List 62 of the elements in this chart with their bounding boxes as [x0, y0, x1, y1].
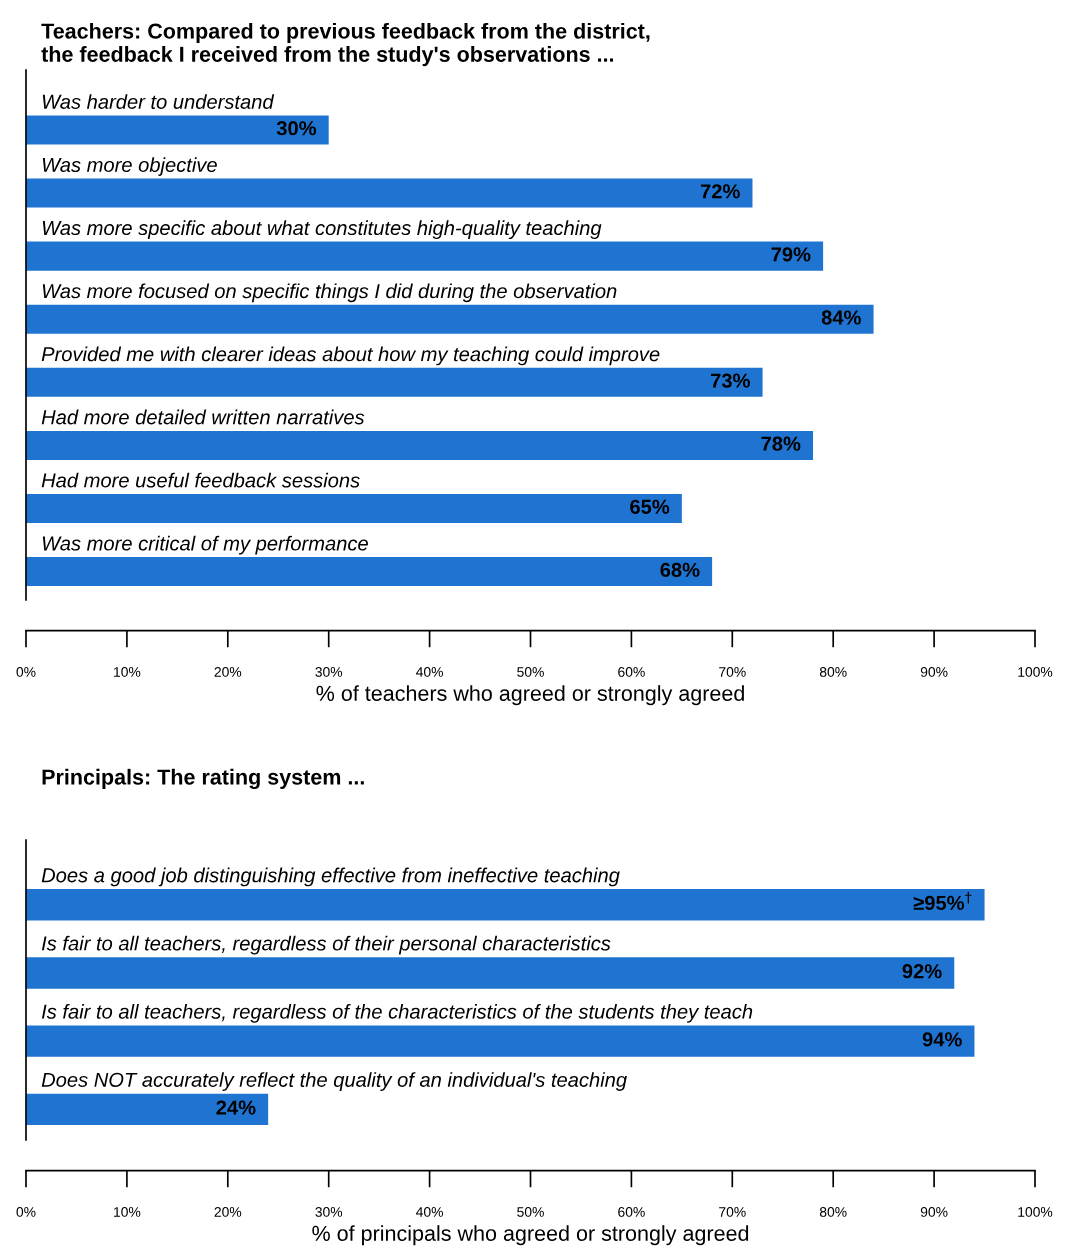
x-tick-label: 10% [114, 1207, 141, 1217]
chart-title: Teachers: Compared to previous feedback from the district, the feedback I received from the study's observations ... [41, 22, 650, 67]
x-tick-label: 30% [315, 1207, 343, 1217]
data-label: 92% [902, 964, 942, 979]
x-tick-label: 40% [416, 667, 444, 677]
bar [26, 241, 824, 271]
data-label: 73% [711, 373, 750, 388]
x-tick-label: 0% [16, 667, 36, 677]
bar [26, 889, 985, 921]
bar [26, 304, 874, 334]
x-axis-title: % of teachers who agreed or strongly agreed [316, 685, 744, 706]
data-label: 84% [821, 310, 861, 325]
x-tick-label: 70% [719, 1207, 746, 1217]
y-tick-label: Had more detailed written narratives [41, 409, 365, 425]
bar [26, 178, 753, 208]
x-axis-title: % of principals who agreed or strongly agreed [312, 1225, 749, 1246]
data-label: 79% [771, 247, 811, 262]
bar [26, 957, 955, 989]
bar [26, 367, 763, 397]
x-tick-label: 30% [315, 667, 343, 677]
x-tick-label: 40% [416, 1207, 444, 1217]
x-tick-label: 50% [517, 1207, 544, 1217]
y-tick-label: Had more useful feedback sessions [41, 472, 360, 488]
data-label: 30% [276, 121, 317, 136]
data-label: 72% [700, 184, 740, 199]
data-label: 94% [922, 1032, 962, 1047]
x-tick-label: 70% [719, 667, 746, 677]
x-tick-label: 0% [16, 1207, 36, 1217]
x-tick-label: 50% [517, 667, 544, 677]
y-tick-label: Was more focused on specific things I did during the observation [42, 283, 617, 303]
bar [26, 1093, 269, 1125]
data-label: 78% [761, 436, 801, 451]
data-label: 68% [660, 562, 700, 578]
x-tick-label: 80% [819, 667, 847, 677]
bar [26, 1025, 975, 1057]
bar [26, 494, 682, 524]
y-tick-label: Provided me with clearer ideas about how my teaching could improve [41, 346, 660, 366]
bar [26, 115, 329, 145]
data-label: 24% [216, 1100, 256, 1115]
data-label: 65% [630, 499, 670, 514]
bar [26, 430, 814, 460]
x-tick-label: 60% [618, 667, 645, 677]
bar [26, 557, 713, 587]
x-tick-label: 100% [1018, 667, 1053, 677]
x-tick-label: 20% [214, 1207, 242, 1217]
y-tick-label: Does a good job distinguishing effective from ineffective teaching [41, 867, 620, 887]
y-tick-label: Was more objective [42, 157, 217, 176]
y-tick-label: Does NOT accurately reflect the quality of an individual's teaching [41, 1072, 627, 1091]
y-tick-label: Was harder to understand [42, 94, 275, 109]
data-label: ≥95%$^{†}$ [913, 891, 972, 911]
x-tick-label: 10% [114, 667, 141, 677]
x-tick-label: 20% [214, 667, 242, 677]
x-tick-label: 80% [819, 1207, 847, 1217]
x-tick-label: 90% [920, 667, 948, 677]
y-tick-label: Is fair to all teachers, regardless of the characteristics of the students they teach [41, 1003, 753, 1023]
y-tick-label: Was more critical of my performance [42, 535, 368, 555]
x-tick-label: 90% [920, 1207, 948, 1217]
y-tick-label: Is fair to all teachers, regardless of their personal characteristics [41, 935, 611, 955]
chart-title: Principals: The rating system ... [42, 768, 364, 790]
y-tick-label: Was more specific about what constitutes high-quality teaching [42, 220, 602, 240]
x-tick-label: 60% [618, 1207, 645, 1217]
x-tick-label: 100% [1018, 1207, 1053, 1217]
